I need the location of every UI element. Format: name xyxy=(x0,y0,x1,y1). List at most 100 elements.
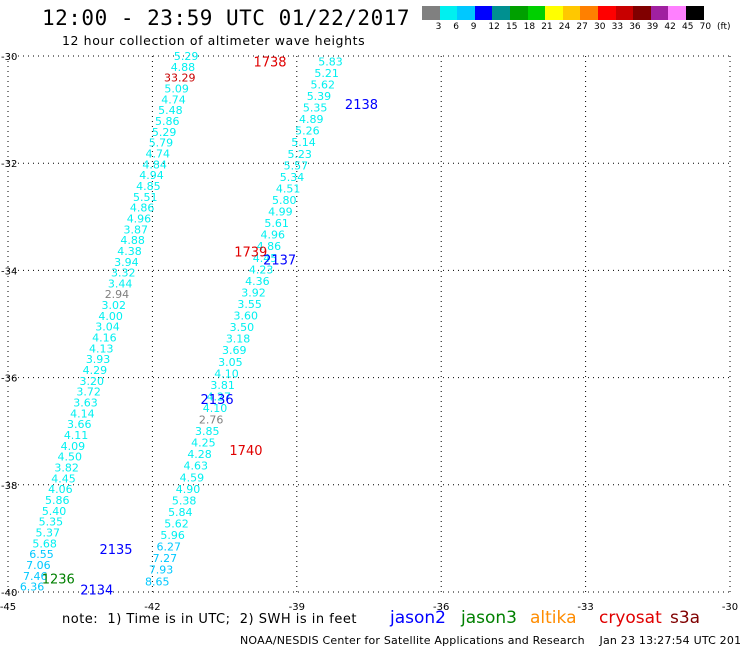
wave-height-value: 7.46 xyxy=(23,570,48,583)
legend-item-jason3: jason3 xyxy=(461,608,517,628)
wave-height-value: 4.85 xyxy=(136,180,161,193)
lon-tick-label: -42 xyxy=(144,602,160,613)
wave-height-value: 3.92 xyxy=(241,286,266,299)
wave-height-value: 2.94 xyxy=(105,288,130,301)
map-title: 12:00 - 23:59 UTC 01/22/2017 xyxy=(42,6,411,30)
wave-height-value: 4.06 xyxy=(48,483,73,496)
wave-height-value: 6.27 xyxy=(157,541,182,554)
wave-height-value: 2.76 xyxy=(199,414,224,427)
colorbar-swatch xyxy=(492,6,510,20)
colorbar-label: 15 xyxy=(506,22,518,32)
wave-height-value: 3.82 xyxy=(54,462,79,475)
wave-height-value: 3.85 xyxy=(195,425,220,438)
wave-height-value: 3.81 xyxy=(210,379,235,392)
wave-height-value: 5.21 xyxy=(314,67,339,80)
lon-tick-label: -39 xyxy=(289,602,305,613)
wave-height-value: 5.39 xyxy=(307,90,332,103)
colorbar-swatch xyxy=(422,6,440,20)
wave-height-value: 5.61 xyxy=(264,217,289,230)
wave-height-value: 5.68 xyxy=(32,537,57,550)
colorbar-swatch xyxy=(615,6,634,20)
footer-note: note: 1) Time is in UTC; 2) SWH is in fe… xyxy=(62,612,357,627)
wave-height-value: 4.36 xyxy=(245,275,270,288)
pass-time-label: 1738 xyxy=(253,55,286,70)
wave-height-value: 4.94 xyxy=(139,169,164,182)
colorbar-label: 70 xyxy=(699,22,712,32)
colorbar-label: 42 xyxy=(664,22,676,32)
wave-height-value: 5.29 xyxy=(174,50,199,63)
legend-item-s3a: s3a xyxy=(670,608,701,628)
pass-time-label: 1236 xyxy=(42,573,75,588)
wave-height-value: 5.34 xyxy=(280,171,305,184)
lat-tick-label: -40 xyxy=(1,588,17,599)
wave-height-value: 5.83 xyxy=(318,55,343,68)
wave-height-value: 3.20 xyxy=(80,375,105,388)
wave-height-value: 4.50 xyxy=(58,451,83,464)
wave-height-value: 7.27 xyxy=(153,552,178,565)
wave-height-value: 3.32 xyxy=(111,267,136,280)
wave-height-value: 4.38 xyxy=(117,245,142,258)
colorbar-label: 36 xyxy=(629,22,641,32)
lat-tick-label: -34 xyxy=(1,266,17,277)
wave-height-value: 3.87 xyxy=(124,223,149,236)
wave-height-value: 4.28 xyxy=(187,448,212,461)
colorbar-label: 9 xyxy=(470,22,477,32)
lon-tick-label: -45 xyxy=(0,602,16,613)
wave-height-value: 5.86 xyxy=(155,115,180,128)
wave-height-value: 5.51 xyxy=(133,191,158,204)
wave-height-value: 4.13 xyxy=(89,342,114,355)
wave-height-value: 3.44 xyxy=(108,277,133,290)
wave-height-value: 5.96 xyxy=(160,529,185,542)
wave-height-value: 4.88 xyxy=(120,234,145,247)
wave-height-value: 4.45 xyxy=(51,472,76,485)
wave-height-value: 5.79 xyxy=(149,137,174,150)
legend-item-altika: altika xyxy=(530,608,577,628)
pass-time-label: 2137 xyxy=(263,254,296,269)
wave-height-value: 4.23 xyxy=(249,263,274,276)
wave-height-value: 3.18 xyxy=(226,333,251,346)
wave-height-value: 4.45 xyxy=(253,252,278,265)
colorbar-swatch xyxy=(668,6,686,20)
pass-time-label: 2138 xyxy=(345,98,378,113)
colorbar-label: 6 xyxy=(453,22,459,32)
pass-time-label: 1739 xyxy=(234,246,267,261)
colorbar-label: 24 xyxy=(558,22,571,32)
wave-height-value: 4.74 xyxy=(146,147,171,160)
colorbar-swatch xyxy=(633,6,651,20)
wave-height-value: 5.09 xyxy=(164,82,189,95)
colorbar-label: 45 xyxy=(682,22,694,32)
colorbar-label: 21 xyxy=(541,22,553,32)
wave-height-value: 3.02 xyxy=(102,299,127,312)
colorbar-swatch xyxy=(562,6,581,20)
wave-height-value: 4.99 xyxy=(268,206,293,219)
wave-height-value: 4.89 xyxy=(299,113,324,126)
wave-height-value: 4.88 xyxy=(171,61,196,74)
colorbar-label: 27 xyxy=(576,22,588,32)
wave-height-value: 5.23 xyxy=(287,148,312,161)
wave-height-value: 3.04 xyxy=(95,321,120,334)
colorbar-swatch xyxy=(474,6,493,20)
wave-height-value: 3.05 xyxy=(218,356,243,369)
wave-height-value: 33.29 xyxy=(164,72,196,85)
lat-tick-label: -36 xyxy=(1,374,17,385)
wave-height-value: 4.86 xyxy=(257,240,282,253)
map-subtitle: 12 hour collection of altimeter wave hei… xyxy=(62,33,366,48)
lon-tick-label: -33 xyxy=(577,602,593,613)
colorbar-unit: (ft) xyxy=(717,22,731,32)
colorbar-swatch xyxy=(457,6,475,20)
colorbar-swatch xyxy=(650,6,669,20)
wave-height-value: 5.62 xyxy=(311,78,336,91)
legend-item-cryosat: cryosat xyxy=(599,608,662,628)
lat-tick-label: -38 xyxy=(1,481,17,492)
colorbar-label: 12 xyxy=(488,22,500,32)
colorbar-swatch xyxy=(527,6,546,20)
wave-height-value: 5.80 xyxy=(272,194,297,207)
wave-height-value: 4.11 xyxy=(64,429,89,442)
wave-height-value: 5.86 xyxy=(45,494,70,507)
pass-time-label: 2135 xyxy=(99,543,132,558)
colorbar-swatch xyxy=(686,6,704,20)
lat-tick-label: -32 xyxy=(1,159,17,170)
pass-time-label: 1740 xyxy=(229,444,262,459)
wave-height-value: 4.96 xyxy=(127,212,152,225)
